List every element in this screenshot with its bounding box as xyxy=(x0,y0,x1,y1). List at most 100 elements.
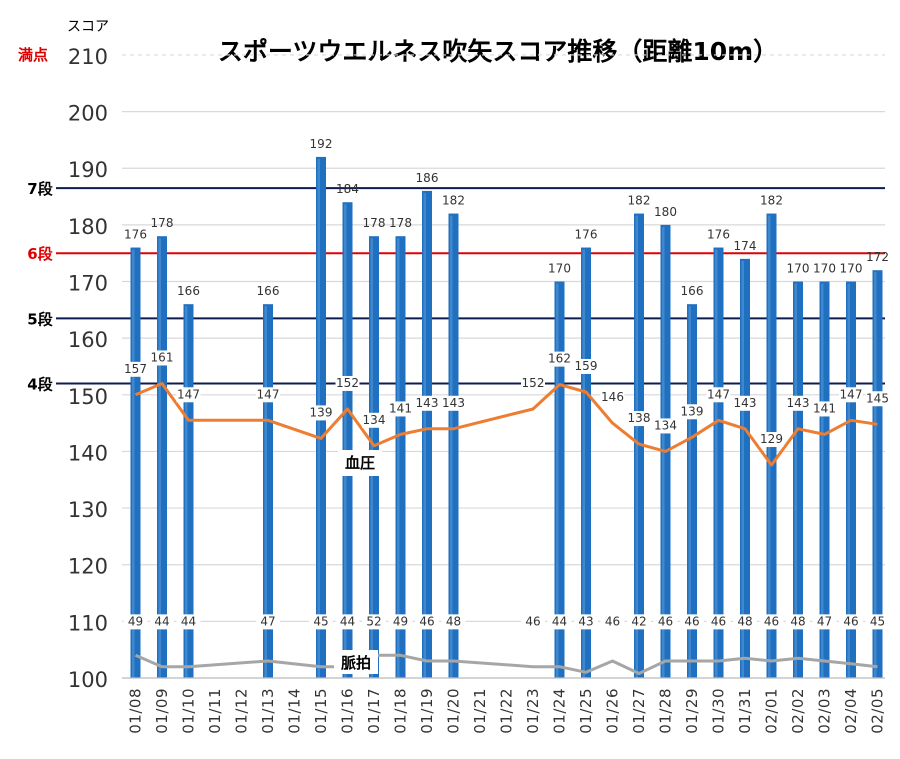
blood-pressure-label: 139 xyxy=(310,405,333,419)
bp-series-label-bg xyxy=(338,450,382,476)
blood-pressure-label: 162 xyxy=(548,352,571,366)
score-bar-highlight xyxy=(821,283,824,678)
pulse-line xyxy=(134,653,878,675)
y-tick-label: 170 xyxy=(68,272,108,296)
value-label-bg xyxy=(362,614,386,630)
value-label-bg xyxy=(123,614,148,630)
score-bar xyxy=(634,213,644,678)
pulse-label: 44 xyxy=(552,614,567,628)
x-tick-label: 01/23 xyxy=(524,688,542,734)
pulse-label: 48 xyxy=(446,614,461,628)
x-tick-label: 01/11 xyxy=(206,688,224,734)
pulse-label: 48 xyxy=(790,614,805,628)
value-label-bg xyxy=(176,387,201,403)
score-bar xyxy=(130,247,141,678)
blood-pressure-label: 147 xyxy=(707,387,730,401)
value-label-bg xyxy=(786,614,810,630)
blood-pressure-label: 129 xyxy=(760,432,783,446)
pulse-label: 44 xyxy=(154,614,169,628)
value-label-bg xyxy=(653,418,678,434)
score-label: 166 xyxy=(177,284,200,298)
score-label: 180 xyxy=(654,205,677,219)
score-label: 170 xyxy=(840,262,863,276)
blood-pressure-label: 147 xyxy=(177,387,200,401)
x-tick-label: 01/10 xyxy=(180,688,198,734)
score-bar-highlight xyxy=(132,249,135,678)
y-tick-label: 210 xyxy=(68,45,108,69)
value-label-bg xyxy=(521,614,545,630)
score-bar-highlight xyxy=(688,306,691,678)
x-tick-label: 01/28 xyxy=(657,688,675,734)
chart-title: スポーツウエルネス吹矢スコア推移（距離10m） xyxy=(218,37,778,66)
blood-pressure-label: 147 xyxy=(257,387,280,401)
score-bar-highlight xyxy=(344,204,347,678)
pulse-series-label: 脈拍 xyxy=(341,654,371,672)
y-tick-label: 190 xyxy=(68,158,108,182)
blood-pressure-label: 139 xyxy=(681,404,704,418)
max-score-label: 満点 xyxy=(18,46,48,64)
y-axis-label: スコア xyxy=(67,19,109,35)
x-tick-label: 01/22 xyxy=(498,688,516,734)
x-tick-label: 01/13 xyxy=(259,688,277,734)
score-label: 178 xyxy=(363,216,386,230)
blood-pressure-label: 161 xyxy=(151,350,174,364)
value-label-bg xyxy=(547,351,572,367)
score-bar xyxy=(713,247,724,678)
blood-pressure-label: 145 xyxy=(866,391,889,405)
score-bar-highlight xyxy=(264,306,267,678)
score-bar-highlight xyxy=(847,283,850,678)
y-tick-label: 130 xyxy=(68,498,108,522)
x-tick-label: 01/24 xyxy=(551,688,569,734)
pulse-label: 42 xyxy=(631,614,646,628)
pulse-label: 46 xyxy=(711,614,726,628)
score-bar-highlight xyxy=(635,215,638,678)
value-label-bg xyxy=(388,401,413,417)
pulse-label: 47 xyxy=(817,614,832,628)
x-tick-label: 01/30 xyxy=(710,688,728,734)
pulse-label: 47 xyxy=(260,614,275,628)
x-tick-label: 02/01 xyxy=(763,688,781,734)
blood-pressure-label: 143 xyxy=(416,396,439,410)
value-label-bg xyxy=(733,614,757,630)
pulse-label: 49 xyxy=(393,614,408,628)
x-tick-label: 01/27 xyxy=(630,688,648,734)
x-tick-label: 01/16 xyxy=(339,688,357,734)
value-label-bg xyxy=(388,614,413,630)
value-label-bg xyxy=(335,375,360,391)
pulse-label: 46 xyxy=(764,614,779,628)
value-label-bg xyxy=(309,614,333,630)
score-bar xyxy=(581,247,591,678)
score-bar-highlight xyxy=(158,238,161,678)
pulse-label: 44 xyxy=(340,614,355,628)
value-label-bg xyxy=(521,375,545,391)
x-tick-label: 02/05 xyxy=(869,688,887,734)
x-tick-label: 01/20 xyxy=(445,688,463,734)
value-label-bg xyxy=(839,614,863,630)
score-label: 176 xyxy=(707,228,730,242)
value-label-bg xyxy=(812,614,837,630)
score-label: 176 xyxy=(575,228,598,242)
value-label-bg xyxy=(547,614,572,630)
pulse-label: 46 xyxy=(525,614,540,628)
score-bar xyxy=(342,202,353,678)
value-label-bg xyxy=(600,390,625,406)
blood-pressure-label: 157 xyxy=(124,362,147,376)
blood-pressure-label: 152 xyxy=(522,376,545,390)
score-bar xyxy=(687,304,697,678)
score-label: 172 xyxy=(866,250,889,264)
score-bar xyxy=(395,236,406,678)
blood-pressure-label: 143 xyxy=(787,396,810,410)
value-label-bg xyxy=(441,614,466,630)
score-bar-highlight xyxy=(450,215,453,678)
grid: 100 110 120 130 140 150 160 170 180 190 200 210 xyxy=(68,45,885,692)
score-bar xyxy=(740,258,750,678)
score-label: 182 xyxy=(442,194,465,208)
y-tick-label: 200 xyxy=(68,102,108,126)
score-bar xyxy=(183,304,194,678)
value-label-bg xyxy=(865,391,890,407)
value-label-bg xyxy=(706,387,731,403)
score-bar-highlight xyxy=(423,192,426,678)
y-tick-label: 100 xyxy=(68,668,108,692)
x-tick-label: 01/12 xyxy=(233,688,251,734)
